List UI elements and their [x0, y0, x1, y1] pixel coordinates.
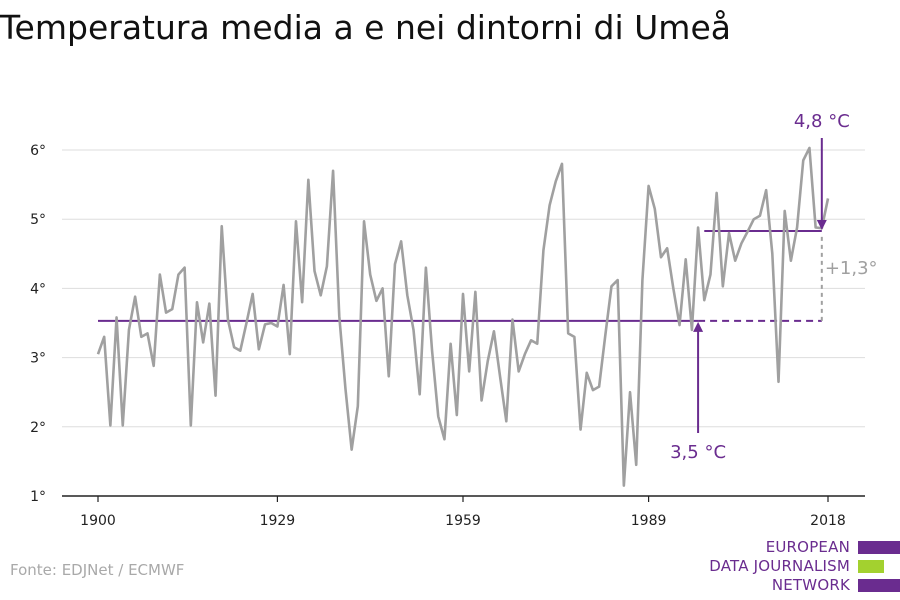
y-tick-label-2: 2° [30, 420, 46, 436]
edjnet-logo: EUROPEAN DATA JOURNALISM NETWORK [640, 536, 900, 600]
y-tick-label-5: 5° [30, 212, 46, 228]
label-base-average: 3,5 °C [670, 442, 726, 463]
series-group [96, 146, 830, 487]
x-tick-label-1989: 1989 [631, 513, 667, 529]
temperature-series-line [96, 146, 830, 487]
logo-line-network: NETWORK [771, 576, 850, 594]
reference-lines [98, 229, 822, 322]
x-tick-labels: 1900 1929 1959 1989 2018 [80, 513, 846, 529]
x-tick-label-1929: 1929 [260, 513, 296, 529]
logo-line-data-journalism: DATA JOURNALISM [709, 557, 850, 575]
logo-line-european: EUROPEAN [765, 538, 850, 556]
y-tick-label-3: 3° [30, 351, 46, 367]
x-tick-label-2018: 2018 [810, 513, 846, 529]
grid-lines [62, 149, 865, 428]
arrow-base-head [693, 321, 704, 332]
arrow-recent-head [816, 219, 827, 230]
annotations: 4,8 °C 3,5 °C +1,3° [670, 111, 877, 463]
x-tick-label-1900: 1900 [80, 513, 116, 529]
label-difference: +1,3° [825, 258, 878, 279]
axes [62, 495, 865, 502]
logo-bar-bottom [858, 579, 900, 592]
logo-bar-middle [858, 560, 884, 573]
label-recent-average: 4,8 °C [794, 111, 850, 132]
y-tick-label-4: 4° [30, 281, 46, 297]
y-tick-label-6: 6° [30, 143, 46, 159]
y-tick-labels: 1° 2° 3° 4° 5° 6° [30, 143, 46, 505]
source-note: Fonte: EDJNet / ECMWF [10, 561, 185, 579]
chart-title: Temperatura media a e nei dintorni di Um… [0, 8, 731, 47]
y-tick-label-1: 1° [30, 489, 46, 505]
x-tick-label-1959: 1959 [445, 513, 481, 529]
logo-bar-top [858, 541, 900, 554]
